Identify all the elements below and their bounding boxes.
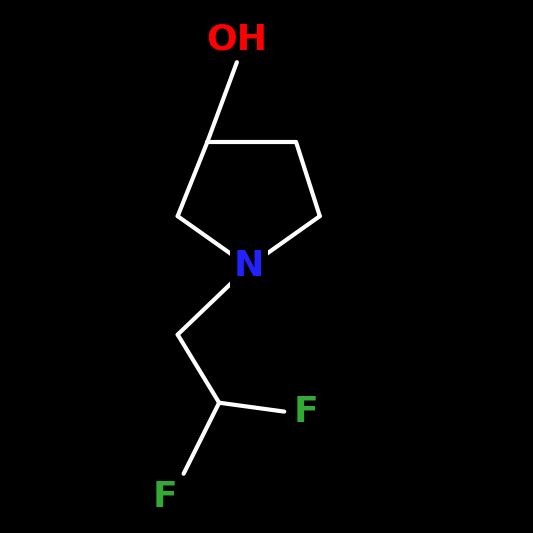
Text: OH: OH xyxy=(206,22,268,56)
Text: F: F xyxy=(153,480,177,514)
Text: N: N xyxy=(233,249,264,284)
Text: F: F xyxy=(293,394,318,429)
